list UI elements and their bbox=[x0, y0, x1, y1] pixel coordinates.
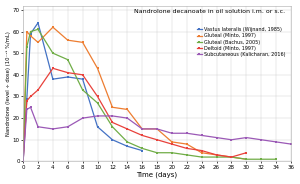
Subcutaneous (Kalicharan, 2016) bbox=[155, 128, 159, 130]
Subcutaneous (Kalicharan, 2016) bbox=[140, 128, 144, 130]
Gluteal (Minto, 1997) bbox=[111, 106, 114, 108]
Gluteal (Bachus, 2005) bbox=[36, 28, 40, 31]
Gluteal (Minto, 1997) bbox=[36, 41, 40, 43]
Subcutaneous (Kalicharan, 2016) bbox=[96, 115, 99, 117]
Gluteal (Bachus, 2005) bbox=[96, 102, 99, 104]
Vastus lateralis (Wijnand, 1985) bbox=[51, 78, 55, 80]
Gluteal (Minto, 1997) bbox=[29, 35, 32, 37]
Deltoid (Minto, 1997) bbox=[155, 139, 159, 141]
Gluteal (Minto, 1997) bbox=[244, 158, 248, 160]
Gluteal (Bachus, 2005) bbox=[140, 147, 144, 150]
X-axis label: Time (days): Time (days) bbox=[136, 172, 178, 178]
Subcutaneous (Kalicharan, 2016) bbox=[125, 117, 129, 119]
Text: Nandrolone decanoate in oil solution i.m. or s.c.: Nandrolone decanoate in oil solution i.m… bbox=[134, 9, 286, 14]
Subcutaneous (Kalicharan, 2016) bbox=[230, 139, 233, 141]
Legend: Vastus lateralis (Wijnand, 1985), Gluteal (Minto, 1997), Gluteal (Bachus, 2005),: Vastus lateralis (Wijnand, 1985), Glutea… bbox=[196, 27, 286, 58]
Subcutaneous (Kalicharan, 2016) bbox=[51, 128, 55, 130]
Subcutaneous (Kalicharan, 2016) bbox=[289, 143, 293, 145]
Gluteal (Minto, 1997) bbox=[200, 152, 203, 154]
Line: Gluteal (Bachus, 2005): Gluteal (Bachus, 2005) bbox=[22, 28, 277, 163]
Vastus lateralis (Wijnand, 1985) bbox=[25, 98, 28, 100]
Deltoid (Minto, 1997) bbox=[51, 67, 55, 69]
Subcutaneous (Kalicharan, 2016) bbox=[185, 132, 189, 134]
Subcutaneous (Kalicharan, 2016) bbox=[260, 139, 263, 141]
Gluteal (Bachus, 2005) bbox=[29, 30, 32, 33]
Gluteal (Minto, 1997) bbox=[125, 108, 129, 111]
Subcutaneous (Kalicharan, 2016) bbox=[81, 117, 84, 119]
Subcutaneous (Kalicharan, 2016) bbox=[111, 115, 114, 117]
Vastus lateralis (Wijnand, 1985) bbox=[29, 33, 32, 35]
Deltoid (Minto, 1997) bbox=[200, 149, 203, 152]
Deltoid (Minto, 1997) bbox=[244, 152, 248, 154]
Gluteal (Bachus, 2005) bbox=[51, 52, 55, 54]
Gluteal (Bachus, 2005) bbox=[260, 158, 263, 160]
Gluteal (Bachus, 2005) bbox=[125, 141, 129, 143]
Subcutaneous (Kalicharan, 2016) bbox=[21, 160, 25, 162]
Vastus lateralis (Wijnand, 1985) bbox=[96, 126, 99, 128]
Deltoid (Minto, 1997) bbox=[21, 160, 25, 162]
Gluteal (Minto, 1997) bbox=[230, 156, 233, 158]
Line: Subcutaneous (Kalicharan, 2016): Subcutaneous (Kalicharan, 2016) bbox=[22, 106, 292, 163]
Gluteal (Bachus, 2005) bbox=[66, 59, 70, 61]
Deltoid (Minto, 1997) bbox=[170, 143, 174, 145]
Subcutaneous (Kalicharan, 2016) bbox=[25, 108, 28, 111]
Gluteal (Bachus, 2005) bbox=[170, 152, 174, 154]
Gluteal (Minto, 1997) bbox=[96, 67, 99, 69]
Vastus lateralis (Wijnand, 1985) bbox=[125, 145, 129, 147]
Gluteal (Bachus, 2005) bbox=[155, 152, 159, 154]
Subcutaneous (Kalicharan, 2016) bbox=[200, 134, 203, 137]
Deltoid (Minto, 1997) bbox=[230, 156, 233, 158]
Vastus lateralis (Wijnand, 1985) bbox=[66, 76, 70, 78]
Gluteal (Minto, 1997) bbox=[185, 143, 189, 145]
Vastus lateralis (Wijnand, 1985) bbox=[81, 78, 84, 80]
Subcutaneous (Kalicharan, 2016) bbox=[215, 137, 218, 139]
Deltoid (Minto, 1997) bbox=[66, 72, 70, 74]
Subcutaneous (Kalicharan, 2016) bbox=[36, 126, 40, 128]
Gluteal (Bachus, 2005) bbox=[111, 126, 114, 128]
Subcutaneous (Kalicharan, 2016) bbox=[244, 137, 248, 139]
Deltoid (Minto, 1997) bbox=[25, 100, 28, 102]
Vastus lateralis (Wijnand, 1985) bbox=[21, 160, 25, 162]
Subcutaneous (Kalicharan, 2016) bbox=[170, 132, 174, 134]
Deltoid (Minto, 1997) bbox=[96, 95, 99, 98]
Deltoid (Minto, 1997) bbox=[215, 154, 218, 156]
Line: Vastus lateralis (Wijnand, 1985): Vastus lateralis (Wijnand, 1985) bbox=[22, 22, 143, 163]
Gluteal (Minto, 1997) bbox=[51, 26, 55, 28]
Subcutaneous (Kalicharan, 2016) bbox=[274, 141, 278, 143]
Gluteal (Bachus, 2005) bbox=[244, 158, 248, 160]
Deltoid (Minto, 1997) bbox=[36, 89, 40, 91]
Gluteal (Bachus, 2005) bbox=[185, 154, 189, 156]
Gluteal (Bachus, 2005) bbox=[215, 156, 218, 158]
Deltoid (Minto, 1997) bbox=[81, 74, 84, 76]
Gluteal (Minto, 1997) bbox=[81, 41, 84, 43]
Subcutaneous (Kalicharan, 2016) bbox=[29, 106, 32, 108]
Subcutaneous (Kalicharan, 2016) bbox=[66, 126, 70, 128]
Vastus lateralis (Wijnand, 1985) bbox=[111, 139, 114, 141]
Deltoid (Minto, 1997) bbox=[29, 95, 32, 98]
Gluteal (Minto, 1997) bbox=[140, 128, 144, 130]
Gluteal (Minto, 1997) bbox=[215, 154, 218, 156]
Vastus lateralis (Wijnand, 1985) bbox=[36, 22, 40, 24]
Deltoid (Minto, 1997) bbox=[125, 128, 129, 130]
Gluteal (Bachus, 2005) bbox=[21, 160, 25, 162]
Gluteal (Bachus, 2005) bbox=[25, 46, 28, 48]
Deltoid (Minto, 1997) bbox=[111, 121, 114, 123]
Gluteal (Bachus, 2005) bbox=[200, 156, 203, 158]
Gluteal (Bachus, 2005) bbox=[81, 89, 84, 91]
Gluteal (Minto, 1997) bbox=[155, 128, 159, 130]
Y-axis label: Nandrolone (level ÷ dose) (10⁻¹⁵ %/mL): Nandrolone (level ÷ dose) (10⁻¹⁵ %/mL) bbox=[6, 31, 10, 136]
Gluteal (Minto, 1997) bbox=[66, 39, 70, 41]
Line: Deltoid (Minto, 1997): Deltoid (Minto, 1997) bbox=[22, 67, 248, 163]
Gluteal (Minto, 1997) bbox=[25, 30, 28, 33]
Deltoid (Minto, 1997) bbox=[140, 134, 144, 137]
Gluteal (Bachus, 2005) bbox=[274, 158, 278, 160]
Vastus lateralis (Wijnand, 1985) bbox=[140, 149, 144, 152]
Gluteal (Minto, 1997) bbox=[170, 141, 174, 143]
Line: Gluteal (Minto, 1997): Gluteal (Minto, 1997) bbox=[22, 26, 248, 163]
Gluteal (Minto, 1997) bbox=[21, 160, 25, 162]
Deltoid (Minto, 1997) bbox=[185, 147, 189, 150]
Gluteal (Bachus, 2005) bbox=[230, 156, 233, 158]
